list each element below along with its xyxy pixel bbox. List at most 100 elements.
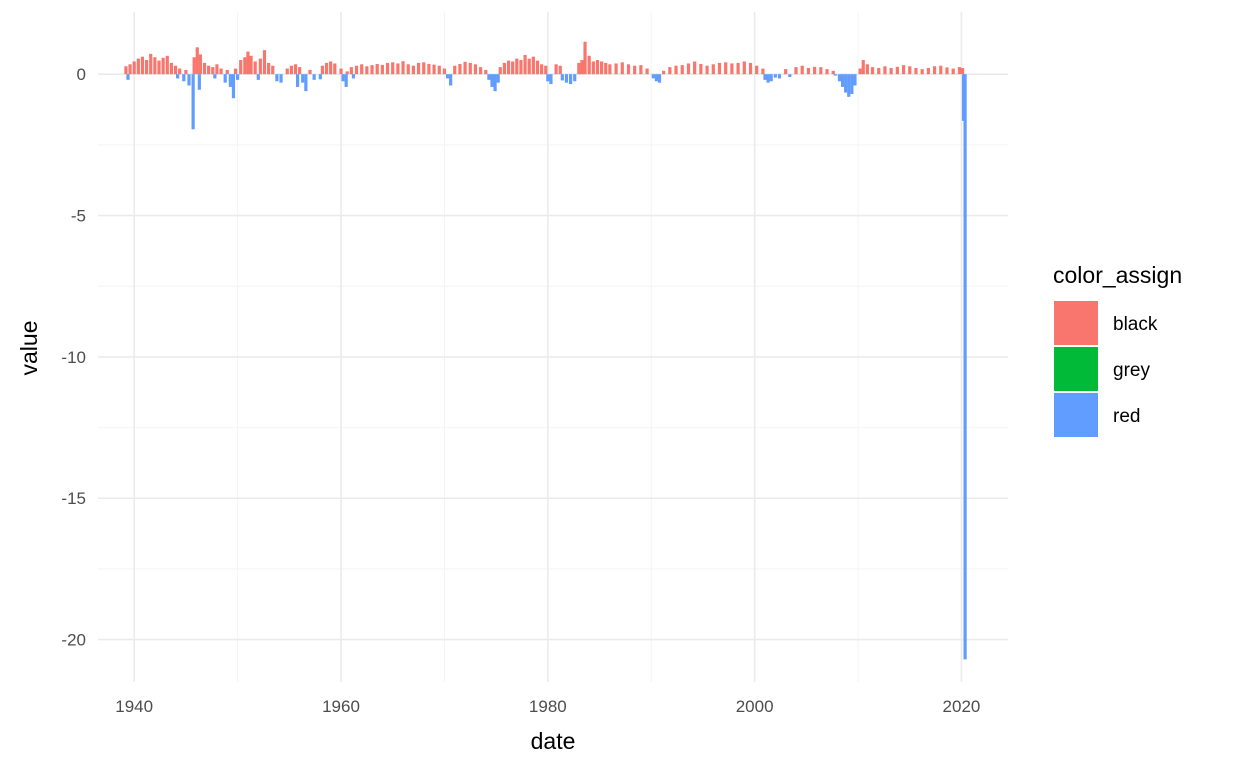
bar-black — [705, 65, 709, 75]
bar-black — [195, 47, 199, 75]
bar-black — [298, 67, 302, 75]
bar-black — [211, 67, 215, 75]
bar-red — [549, 74, 553, 85]
bar-red — [341, 74, 345, 82]
bar-black — [558, 65, 562, 75]
bar-red — [176, 74, 180, 79]
bar-black — [554, 64, 558, 75]
bar-black — [577, 62, 581, 75]
y-tick-label: -5 — [71, 207, 86, 226]
bar-black — [173, 65, 178, 75]
bar-black — [502, 62, 506, 75]
bar-red — [763, 74, 767, 80]
bar-black — [453, 65, 457, 75]
bar-black — [498, 67, 502, 75]
bar-black — [391, 62, 395, 75]
legend-key-black — [1054, 301, 1098, 345]
bar-black — [901, 65, 906, 75]
bar-black — [544, 65, 548, 75]
bar-red — [773, 74, 777, 78]
bar-black — [813, 66, 817, 75]
bar-black — [951, 68, 955, 75]
bar-black — [506, 60, 511, 75]
bar-red — [573, 74, 577, 82]
bar-black — [285, 68, 289, 75]
bar-black — [458, 64, 462, 75]
bar-black — [755, 65, 759, 75]
bar-black — [345, 71, 349, 75]
bar-red — [777, 74, 782, 79]
bar-black — [595, 60, 600, 75]
legend-key-red — [1054, 393, 1098, 437]
bar-red — [560, 74, 564, 81]
bar-red — [236, 74, 240, 80]
bar-black — [473, 64, 478, 75]
bar-red — [187, 74, 191, 86]
bar-black — [730, 63, 734, 75]
bar-black — [253, 61, 257, 75]
bar-red — [844, 74, 848, 93]
bar-black — [620, 62, 624, 75]
bar-black — [761, 68, 765, 75]
bar-black — [437, 65, 441, 75]
y-axis-title: value — [16, 321, 42, 376]
bar-red — [651, 74, 655, 79]
bar-black — [308, 69, 312, 75]
bar-red — [657, 74, 662, 83]
bar-black — [680, 65, 684, 75]
bar-black — [608, 64, 612, 75]
bar-black — [626, 64, 631, 75]
x-tick-label: 1960 — [322, 697, 360, 716]
bar-black — [580, 60, 584, 75]
legend-label-grey: grey — [1113, 360, 1150, 381]
bar-red — [301, 74, 305, 83]
bar-red — [126, 74, 130, 80]
bar-red — [213, 74, 217, 79]
bar-black — [523, 54, 527, 75]
grid-major — [98, 12, 1008, 682]
bar-black — [806, 67, 811, 75]
bar-black — [246, 51, 250, 75]
bar-black — [883, 66, 887, 75]
bar-black — [153, 57, 157, 75]
x-tick-label: 1980 — [529, 697, 567, 716]
bar-black — [699, 64, 703, 75]
bar-black — [233, 68, 238, 75]
bar-black — [365, 66, 369, 75]
bar-black — [202, 62, 207, 75]
bar-black — [926, 67, 930, 75]
bar-black — [385, 62, 390, 75]
bar-red — [304, 74, 308, 92]
bar-black — [831, 70, 835, 75]
bar-black — [416, 62, 421, 75]
bar-black — [861, 60, 865, 75]
bar-black — [736, 62, 740, 75]
bar-red — [318, 74, 322, 80]
bar-black — [219, 68, 223, 75]
legend-label-black: black — [1113, 314, 1158, 335]
bar-red — [496, 74, 500, 83]
bar-black — [169, 62, 174, 75]
bar-red — [654, 74, 659, 82]
bar-red — [493, 74, 497, 92]
bar-red — [568, 74, 573, 85]
bar-black — [587, 55, 591, 75]
bar-red — [256, 74, 260, 80]
bar-black — [870, 67, 875, 75]
bar-red — [351, 74, 356, 79]
x-tick-label: 1940 — [115, 697, 153, 716]
grid-minor — [98, 12, 1008, 682]
bar-black — [645, 68, 649, 75]
bar-black — [865, 64, 869, 75]
bar-black — [600, 61, 604, 75]
bar-red — [275, 74, 279, 82]
bar-black — [535, 60, 540, 75]
bar-black — [140, 56, 145, 75]
bar-black — [432, 64, 436, 75]
bar-black — [215, 64, 219, 75]
bar-red — [223, 74, 227, 83]
bar-black — [858, 68, 862, 75]
bar-red — [766, 74, 770, 83]
bar-red — [449, 74, 453, 86]
bar-black — [427, 64, 431, 75]
